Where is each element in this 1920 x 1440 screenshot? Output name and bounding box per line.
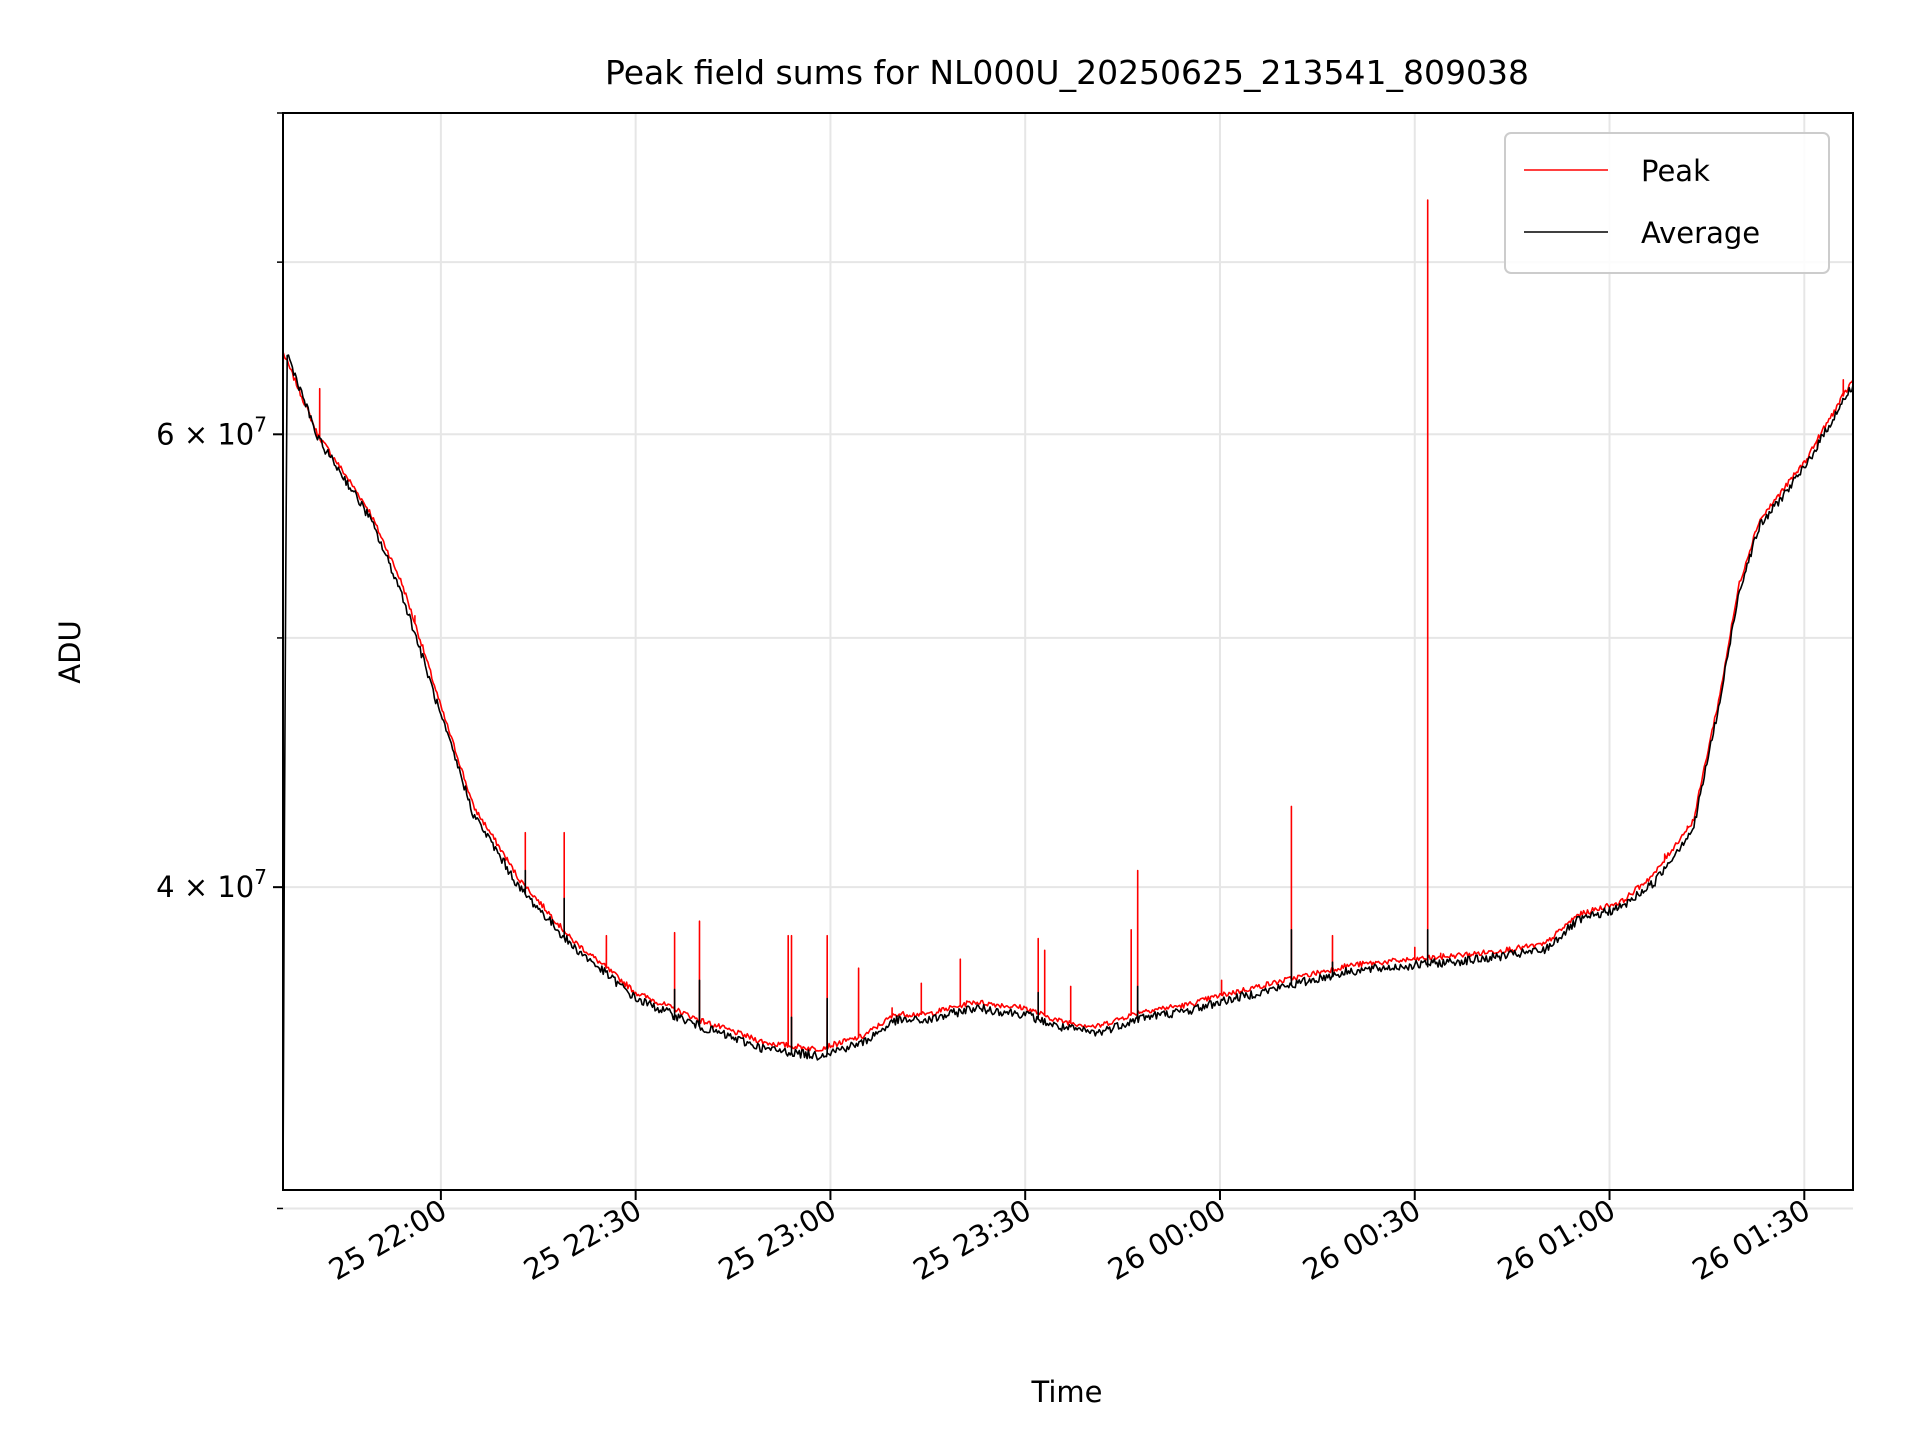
y-tick-label: 4 × 107 (156, 865, 267, 904)
plot-frame (282, 112, 1854, 1191)
y-tick-label: 6 × 107 (156, 412, 267, 451)
series-line-average (282, 354, 1854, 1191)
y-axis-label: ADU (53, 620, 87, 683)
legend-label-average: Average (1641, 216, 1760, 250)
y-axis: 4 × 107 6 × 107 (156, 112, 283, 1210)
legend-box (1504, 132, 1830, 274)
series-layer (282, 112, 1854, 1191)
series-line-peak (282, 112, 1854, 1052)
legend-label-peak: Peak (1641, 154, 1710, 188)
legend: Peak Average (1504, 132, 1830, 274)
chart-title: Peak field sums for NL000U_20250625_2135… (605, 53, 1529, 92)
x-axis-label: Time (1031, 1375, 1103, 1409)
